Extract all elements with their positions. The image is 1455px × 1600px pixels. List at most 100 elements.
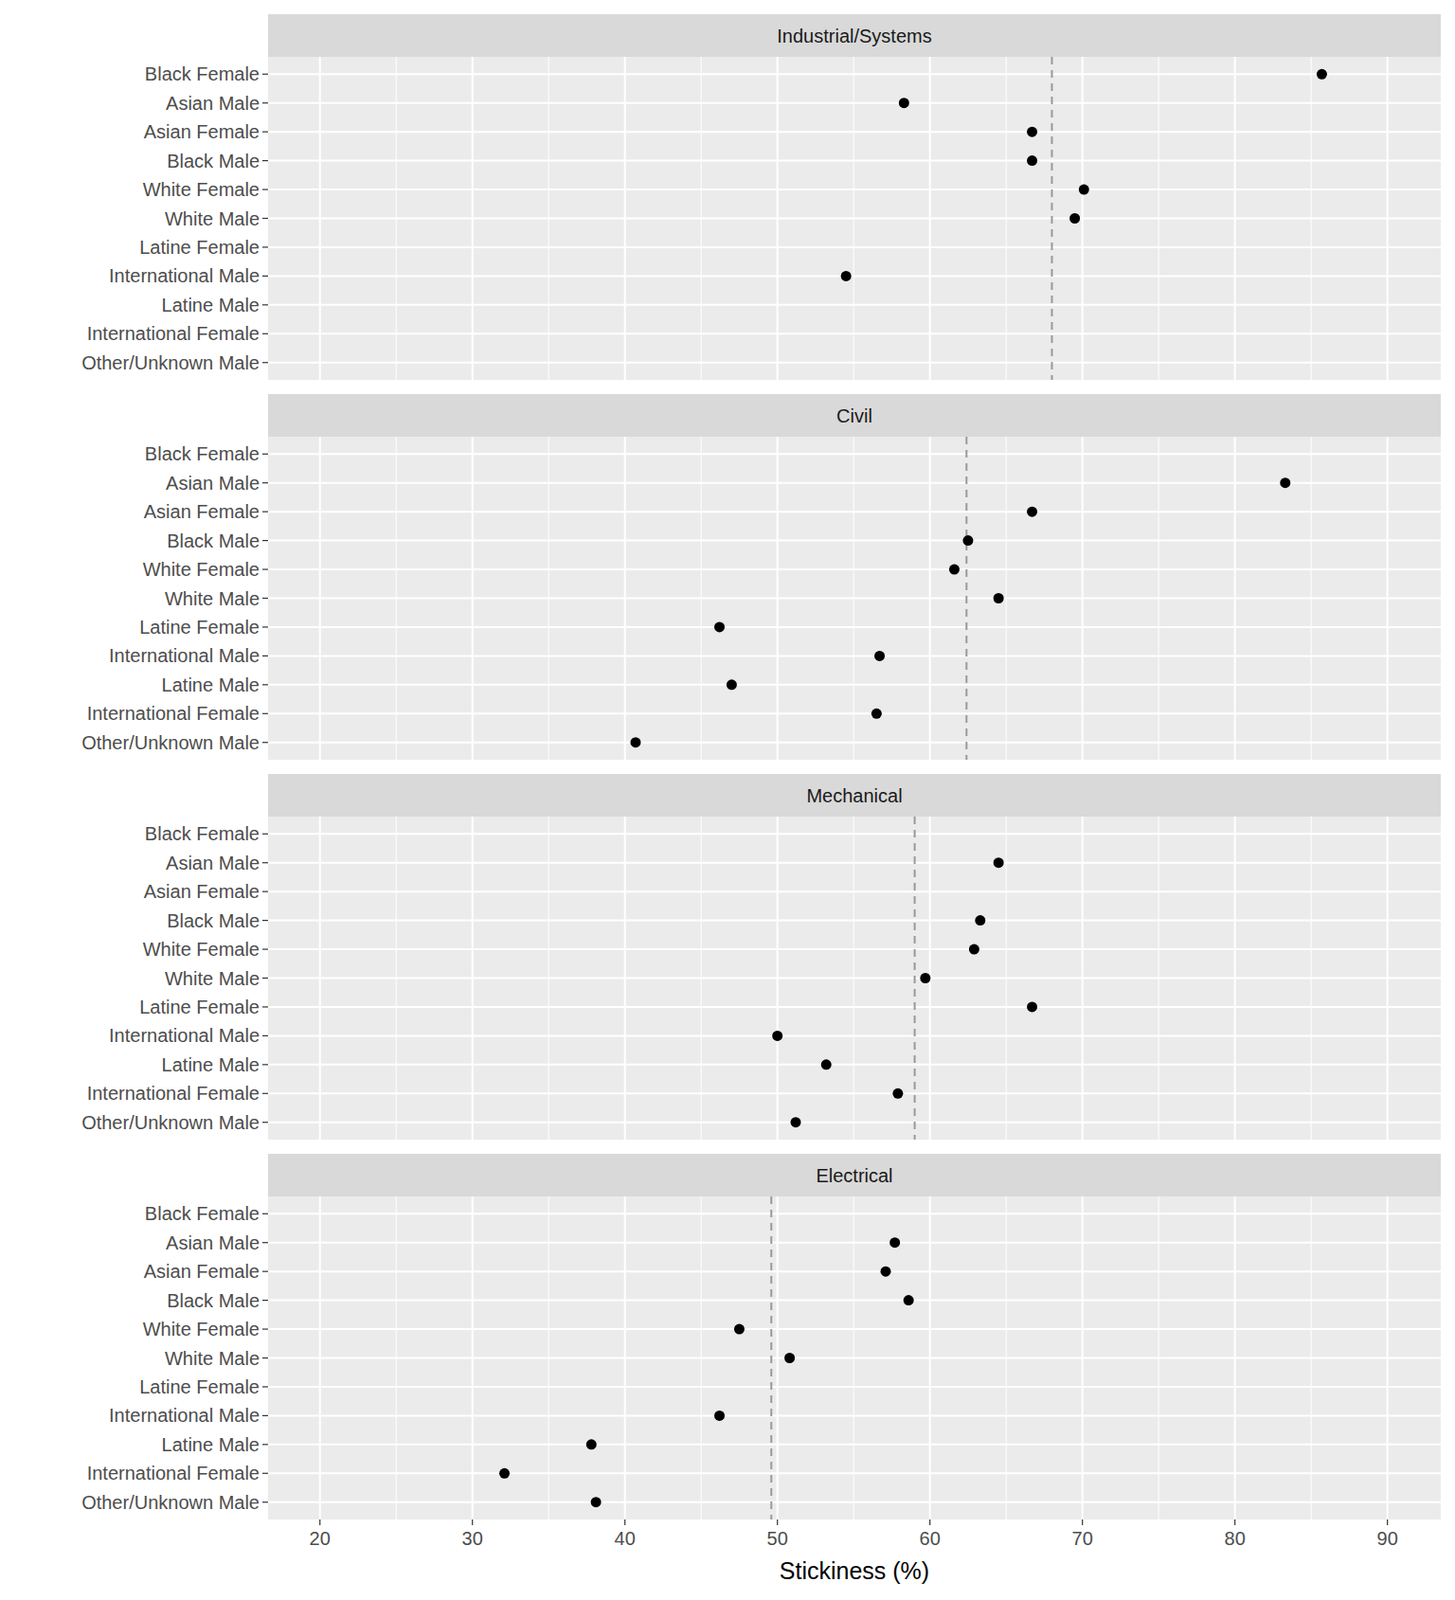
tick-mark [262, 1328, 269, 1330]
grid-line [268, 832, 1441, 835]
category-label: Asian Female [143, 1260, 260, 1282]
category-label: Asian Male [165, 472, 260, 494]
tick-mark [262, 1385, 269, 1387]
tick-mark [262, 741, 269, 743]
point [949, 564, 960, 575]
category-label: Latine Male [161, 674, 260, 696]
tick-mark [262, 683, 269, 685]
tick-label: 90 [1377, 1527, 1399, 1549]
category-label: Latine Male [161, 294, 260, 316]
grid-line [268, 741, 1441, 744]
category-label: Black Male [166, 1290, 260, 1312]
point [1279, 477, 1291, 488]
point [586, 1438, 597, 1450]
category-label: International Female [87, 323, 260, 344]
tick-mark [262, 1415, 269, 1417]
category-label: International Male [108, 1024, 260, 1046]
tick-mark [262, 1121, 269, 1123]
reference-line [965, 436, 968, 760]
point [1069, 213, 1080, 224]
category-label: Asian Male [165, 852, 260, 874]
tick-mark [262, 1241, 269, 1243]
grid-line [268, 948, 1441, 951]
grid-line [268, 1063, 1441, 1066]
point [974, 915, 986, 926]
grid-line [268, 862, 1441, 864]
grid-line [268, 654, 1441, 657]
point [874, 650, 885, 662]
category-label: International Male [108, 645, 260, 666]
facet-title: Industrial/Systems [776, 25, 932, 47]
facet-strip [268, 1153, 1441, 1197]
category-label: Other/Unknown Male [81, 732, 260, 754]
facet-strip [268, 394, 1441, 437]
tick-mark [262, 188, 269, 190]
category-label: Other/Unknown Male [81, 1112, 260, 1133]
tick-mark [262, 1035, 269, 1037]
category-label: White Female [143, 179, 260, 200]
category-label: White Female [143, 1318, 260, 1340]
tick-mark [262, 217, 269, 219]
category-label: Black Female [144, 1203, 260, 1224]
grid-line [268, 217, 1441, 220]
category-label: Other/Unknown Male [81, 1491, 260, 1513]
category-label: Black Female [144, 823, 260, 845]
category-label: International Female [87, 1082, 260, 1104]
point [880, 1266, 892, 1277]
point [772, 1030, 783, 1042]
tick-mark [262, 1093, 269, 1095]
grid-line [268, 890, 1441, 893]
grid-line [268, 246, 1441, 249]
category-label: Asian Male [165, 92, 260, 114]
tick-mark [262, 713, 269, 715]
grid-line [268, 919, 1441, 922]
tick-mark [262, 919, 269, 921]
point [1316, 69, 1328, 80]
tick-mark [262, 1443, 269, 1445]
point [734, 1324, 745, 1335]
axis-title: Stickiness (%) [779, 1557, 930, 1584]
panel-background [268, 436, 1441, 760]
category-label: White Male [164, 968, 260, 989]
grid-line [268, 539, 1441, 542]
marks [629, 436, 1291, 760]
category-label: Latine Female [139, 996, 260, 1018]
grid-line [268, 1501, 1441, 1504]
category-label: White Male [164, 588, 260, 610]
point [889, 1237, 900, 1248]
tick-mark [262, 102, 269, 104]
point [726, 679, 737, 690]
grid-line [268, 1385, 1441, 1388]
point [903, 1294, 915, 1306]
grid-line [268, 1005, 1441, 1008]
point [714, 621, 725, 632]
grid-line [268, 304, 1441, 306]
tick-mark [262, 568, 269, 570]
tick-mark [262, 1501, 269, 1503]
point [1026, 155, 1038, 166]
grid-line [268, 361, 1441, 364]
category-label: White Male [164, 208, 260, 230]
tick-label: 80 [1224, 1527, 1246, 1549]
tick-mark [262, 539, 269, 541]
category-label: Latine Male [161, 1434, 260, 1455]
tick-mark [262, 1271, 269, 1273]
point [969, 944, 980, 955]
point [871, 708, 882, 719]
reference-line [1050, 56, 1053, 380]
grid-line [268, 102, 1441, 105]
grid-line [268, 1328, 1441, 1330]
grid-line [268, 130, 1441, 133]
grid-line [268, 1357, 1441, 1360]
point [1026, 126, 1038, 138]
category-label: Asian Female [143, 880, 260, 902]
point [714, 1410, 725, 1421]
tick-mark [262, 73, 269, 75]
tick-mark [262, 361, 269, 363]
point [919, 972, 931, 984]
marks [772, 816, 1038, 1140]
tick-mark [319, 1519, 321, 1526]
point [790, 1116, 802, 1128]
category-label: Black Male [166, 150, 260, 172]
tick-mark [262, 304, 269, 306]
